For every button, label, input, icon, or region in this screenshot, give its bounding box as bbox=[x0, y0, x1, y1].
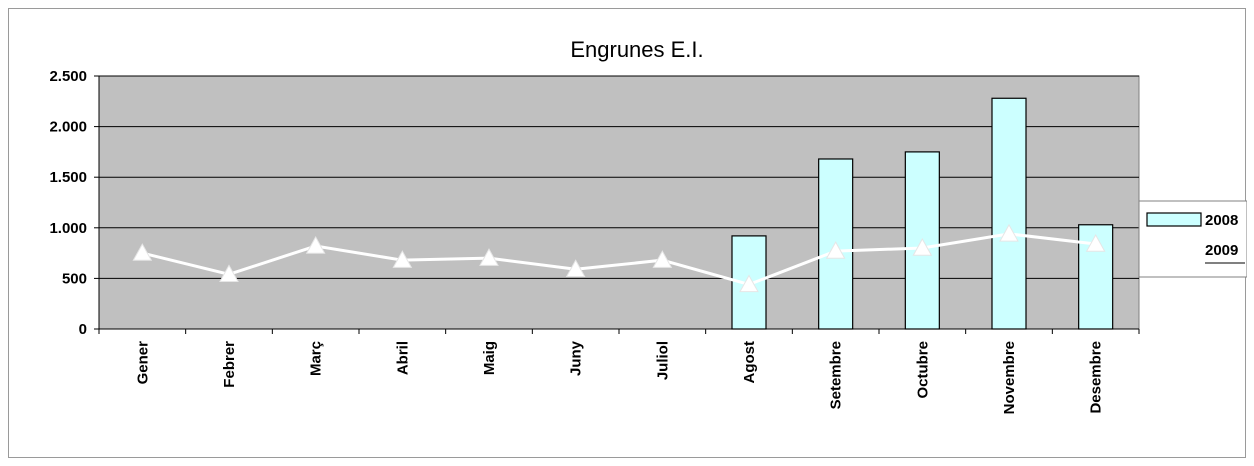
marker-2009 bbox=[739, 274, 759, 293]
marker-2009 bbox=[565, 259, 586, 277]
x-tick-label: Setembre bbox=[828, 341, 845, 409]
legend-label-2008: 2008 bbox=[1205, 212, 1238, 229]
x-tick-label: Desembre bbox=[1088, 341, 1105, 414]
x-tick-label: Febrer bbox=[221, 341, 238, 388]
marker-2009 bbox=[479, 248, 499, 266]
chart-frame: Engrunes E.I. 0 500 1.000 1.500 2.000 2.500 Ge… bbox=[8, 8, 1247, 458]
y-tick-label: 2.500 bbox=[49, 68, 87, 85]
marker-2009 bbox=[219, 264, 239, 283]
x-tick-label: Juny bbox=[568, 340, 585, 376]
x-tick-label: Maig bbox=[481, 341, 498, 375]
legend-label-2009: 2009 bbox=[1205, 242, 1238, 259]
x-tick-label: Novembre bbox=[1001, 341, 1018, 414]
marker-2009 bbox=[1085, 233, 1106, 252]
y-tick-label: 1.500 bbox=[49, 169, 87, 186]
legend-swatch-2008 bbox=[1146, 212, 1202, 227]
bar-2008 bbox=[991, 97, 1027, 330]
x-tick-label: Abril bbox=[394, 341, 411, 375]
y-tick-label: 500 bbox=[62, 270, 87, 287]
plot-background bbox=[98, 75, 1140, 330]
x-tick-label: Agost bbox=[741, 341, 758, 384]
x-tick-label: Juliol bbox=[654, 341, 671, 380]
line-2009 bbox=[141, 232, 1096, 287]
bar-2008 bbox=[818, 158, 854, 330]
y-tick-label: 1.000 bbox=[49, 220, 87, 237]
marker-2009 bbox=[825, 241, 846, 259]
chart-canvas: Engrunes E.I. 0 500 1.000 1.500 2.000 2.500 Ge… bbox=[49, 37, 1247, 414]
chart-title: Engrunes E.I. bbox=[570, 37, 703, 62]
x-tick-label: Gener bbox=[134, 341, 151, 385]
legend: 2008 2009 bbox=[1138, 200, 1247, 278]
y-tick-label: 2.000 bbox=[49, 119, 87, 136]
plot-area: 0 500 1.000 1.500 2.000 2.500 Gener Febrer Març A… bbox=[49, 68, 1140, 414]
y-tick-label: 0 bbox=[79, 321, 87, 338]
marker-2009 bbox=[305, 235, 326, 254]
marker-2009 bbox=[392, 250, 413, 268]
marker-2009 bbox=[132, 243, 153, 261]
x-tick-label: Octubre bbox=[914, 341, 931, 399]
marker-2009 bbox=[999, 223, 1019, 242]
marker-2009 bbox=[652, 250, 673, 268]
x-tick-label: Març bbox=[308, 341, 325, 376]
marker-2009 bbox=[912, 238, 933, 256]
